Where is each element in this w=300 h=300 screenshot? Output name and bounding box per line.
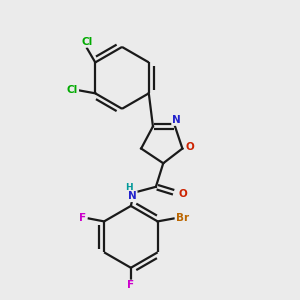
Text: H: H — [125, 183, 132, 192]
Text: F: F — [79, 214, 86, 224]
Text: O: O — [185, 142, 194, 152]
Text: F: F — [127, 280, 134, 290]
Text: N: N — [172, 115, 181, 125]
Text: Cl: Cl — [67, 85, 78, 95]
Text: N: N — [128, 191, 137, 201]
Text: Cl: Cl — [81, 37, 93, 47]
Text: Br: Br — [176, 214, 189, 224]
Text: O: O — [178, 189, 187, 199]
